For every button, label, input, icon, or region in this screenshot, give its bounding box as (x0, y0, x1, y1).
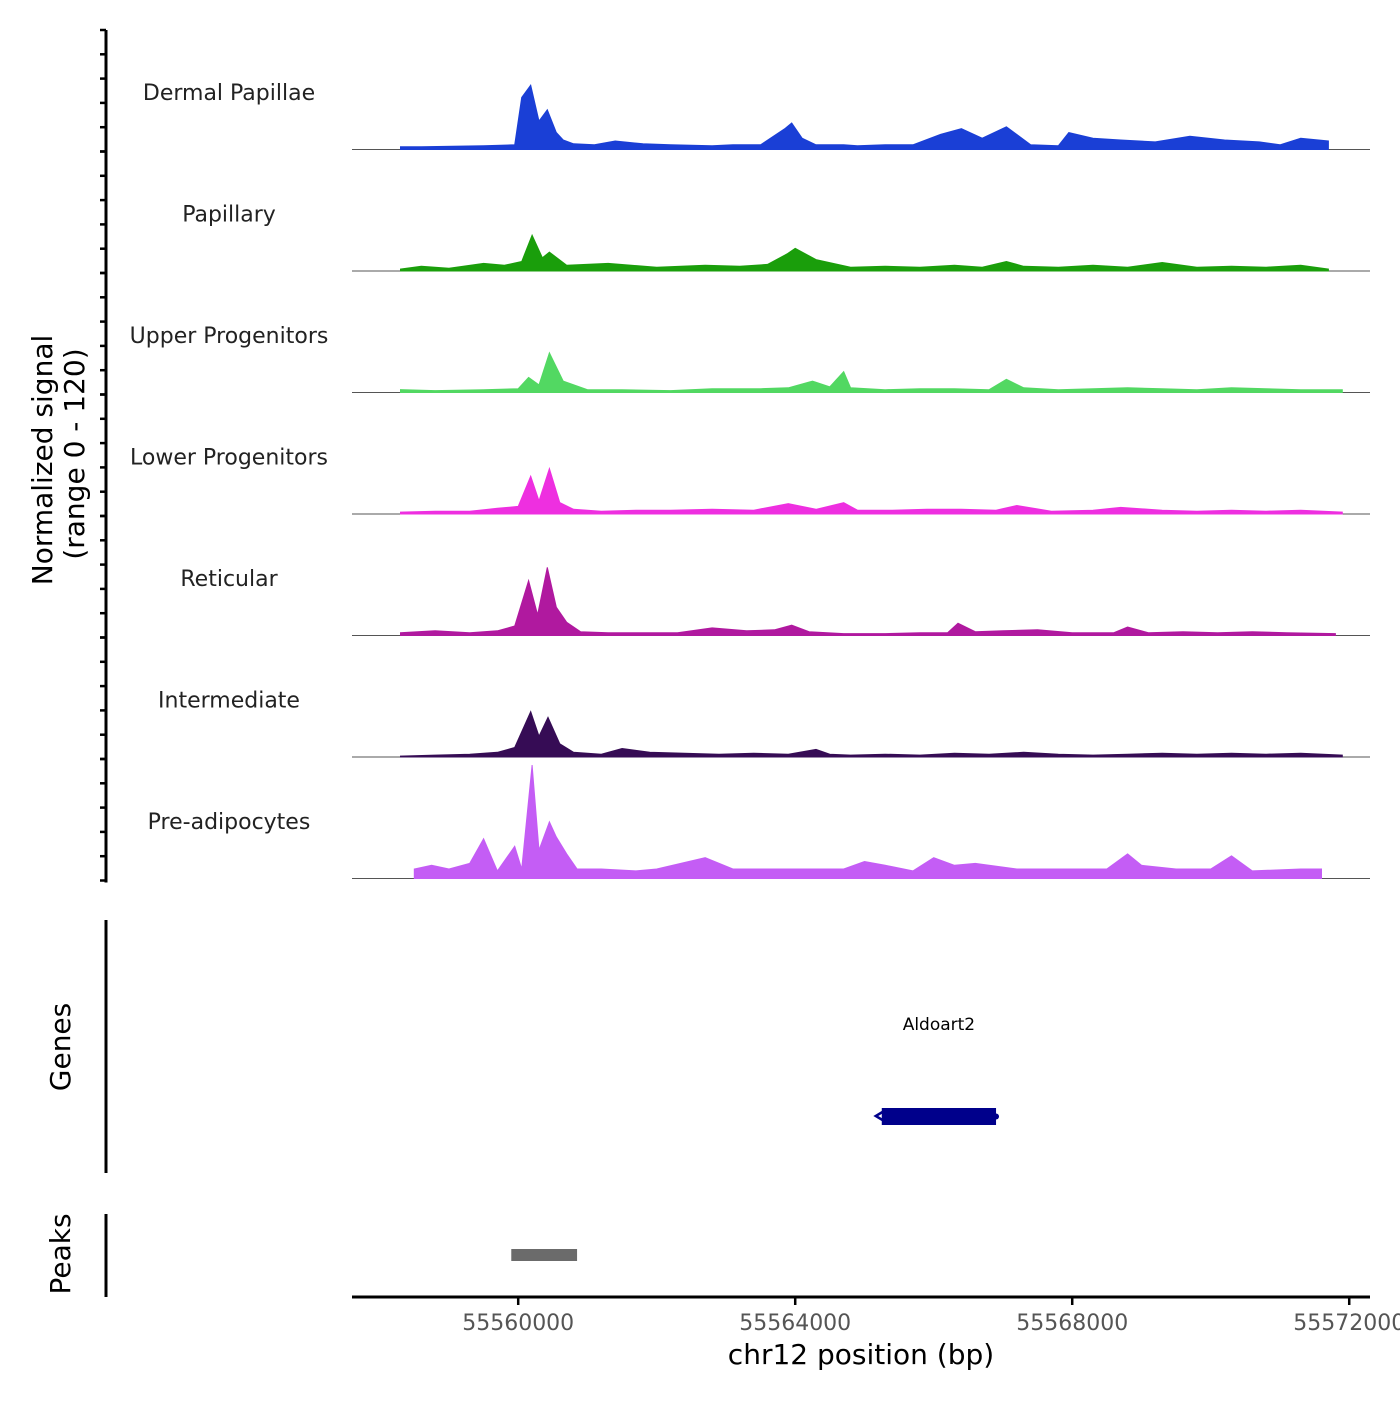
x-tick-label: 55572000 (1293, 1311, 1400, 1336)
track-6: Intermediate (158, 689, 1370, 758)
strand-arrow-icon (873, 1108, 887, 1124)
signal-area (400, 233, 1329, 272)
peaks-track: Peaks (44, 1213, 578, 1297)
gene-end-marker (993, 1113, 1000, 1120)
track-7: Pre-adipocytes (148, 764, 1370, 879)
peak-region (511, 1249, 578, 1261)
track-label: Dermal Papillae (143, 81, 315, 106)
signal-y-axis (100, 28, 108, 883)
track-3: Upper Progenitors (130, 324, 1370, 393)
track-label: Upper Progenitors (130, 324, 329, 349)
track-label: Papillary (182, 203, 276, 228)
x-tick-label: 55560000 (462, 1311, 574, 1336)
signal-area (400, 84, 1329, 150)
track-label: Intermediate (158, 689, 300, 714)
signal-area (400, 567, 1336, 636)
x-axis-title: chr12 position (bp) (728, 1338, 994, 1371)
gene-body (881, 1108, 997, 1125)
track-5: Reticular (180, 567, 1370, 636)
x-tick-label: 55564000 (739, 1311, 851, 1336)
x-tick-label: 55568000 (1016, 1311, 1128, 1336)
y-axis-label: Normalized signal (26, 335, 59, 586)
gene-label: Aldoart2 (903, 1015, 975, 1035)
signal-area (400, 351, 1343, 393)
track-2: Papillary (182, 203, 1370, 272)
signal-area (400, 466, 1343, 515)
signal-tracks: Dermal Papillae Papillary Upper Progenitor… (130, 81, 1370, 879)
signal-area (400, 710, 1343, 758)
track-label: Reticular (180, 567, 278, 592)
genes-track: Genes Aldoart2 (44, 920, 1000, 1173)
signal-area (413, 764, 1322, 879)
track-label: Pre-adipocytes (148, 810, 311, 835)
peaks-track-label: Peaks (44, 1213, 77, 1294)
y-axis-label-range: (range 0 - 120) (58, 348, 91, 559)
track-1: Dermal Papillae (143, 81, 1370, 150)
x-axis: 55560000 55564000 55568000 55572000 (352, 1295, 1400, 1336)
track-label: Lower Progenitors (130, 446, 328, 471)
genes-track-label: Genes (44, 1003, 77, 1091)
track-4: Lower Progenitors (130, 446, 1370, 515)
